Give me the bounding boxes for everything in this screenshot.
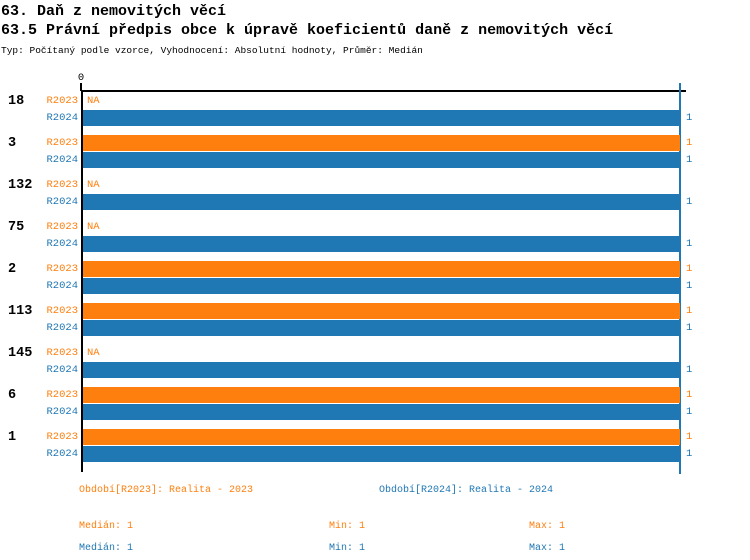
bar-value-r2024: 1	[686, 195, 693, 208]
y-axis-line	[81, 90, 83, 472]
stat-r2024-min: Min: 1	[329, 543, 366, 554]
category-label: 2	[8, 261, 17, 277]
category-label: 18	[8, 93, 25, 109]
series-label-r2023: R2023	[46, 304, 78, 317]
x-axis-tick-mark	[80, 83, 82, 91]
legend-label-r2023: Období[R2023]: Realita - 2023	[79, 485, 254, 496]
bar-r2024	[83, 151, 680, 168]
series-label-r2024: R2024	[46, 153, 78, 166]
series-label-r2023: R2023	[46, 178, 78, 191]
bar-value-r2023: 1	[686, 304, 693, 317]
series-label-r2023: R2023	[46, 136, 78, 149]
category-label: 1	[8, 429, 17, 445]
stat-r2023-min: Min: 1	[329, 521, 366, 532]
chart-subtitle: 63.5 Právní předpis obce k úpravě koefic…	[1, 22, 614, 39]
series-label-r2023: R2023	[46, 388, 78, 401]
bar-r2023	[83, 134, 680, 151]
bar-r2024	[83, 319, 680, 336]
bar-value-r2023: 1	[686, 430, 693, 443]
category-label: 132	[8, 177, 33, 193]
series-label-r2023: R2023	[46, 94, 78, 107]
series-label-r2023: R2023	[46, 346, 78, 359]
series-label-r2024: R2024	[46, 111, 78, 124]
category-label: 75	[8, 219, 25, 235]
bar-r2024	[83, 109, 680, 126]
bar-r2023	[83, 428, 680, 445]
bar-r2023	[83, 302, 680, 319]
bar-value-r2024: 1	[686, 363, 693, 376]
na-label-r2023: NA	[87, 220, 100, 233]
series-label-r2024: R2024	[46, 405, 78, 418]
bar-value-r2023: 1	[686, 136, 693, 149]
category-label: 3	[8, 135, 17, 151]
bar-value-r2023: 1	[686, 388, 693, 401]
bar-value-r2024: 1	[686, 153, 693, 166]
chart-title: 63. Daň z nemovitých věcí	[1, 3, 227, 20]
stat-r2024-max: Max: 1	[529, 543, 566, 554]
na-label-r2023: NA	[87, 178, 100, 191]
stat-r2023-median: Medián: 1	[79, 521, 134, 532]
bar-value-r2024: 1	[686, 321, 693, 334]
bar-value-r2024: 1	[686, 111, 693, 124]
bar-r2024	[83, 193, 680, 210]
bar-r2024	[83, 403, 680, 420]
bar-r2024	[83, 277, 680, 294]
stat-r2023-max: Max: 1	[529, 521, 566, 532]
category-label: 6	[8, 387, 17, 403]
x-axis-line	[81, 90, 686, 92]
chart-meta-line: Typ: Počítaný podle vzorce, Vyhodnocení:…	[1, 45, 423, 56]
series-label-r2023: R2023	[46, 262, 78, 275]
stat-r2024-median: Medián: 1	[79, 543, 134, 554]
na-label-r2023: NA	[87, 346, 100, 359]
bar-value-r2024: 1	[686, 279, 693, 292]
bar-r2024	[83, 235, 680, 252]
category-label: 145	[8, 345, 33, 361]
bar-r2023	[83, 260, 680, 277]
bar-value-r2024: 1	[686, 237, 693, 250]
bar-r2024	[83, 445, 680, 462]
na-label-r2023: NA	[87, 94, 100, 107]
bar-value-r2024: 1	[686, 447, 693, 460]
series-label-r2024: R2024	[46, 279, 78, 292]
legend-label-r2024: Období[R2024]: Realita - 2024	[379, 485, 554, 496]
bar-value-r2023: 1	[686, 262, 693, 275]
series-label-r2024: R2024	[46, 321, 78, 334]
bar-r2023	[83, 386, 680, 403]
series-label-r2024: R2024	[46, 195, 78, 208]
series-label-r2024: R2024	[46, 363, 78, 376]
series-label-r2024: R2024	[46, 447, 78, 460]
series-label-r2024: R2024	[46, 237, 78, 250]
bar-r2024	[83, 361, 680, 378]
bar-value-r2024: 1	[686, 405, 693, 418]
x-axis-tick-label-zero: 0	[77, 72, 85, 84]
series-label-r2023: R2023	[46, 220, 78, 233]
median-reference-line	[679, 83, 681, 474]
series-label-r2023: R2023	[46, 430, 78, 443]
category-label: 113	[8, 303, 33, 319]
